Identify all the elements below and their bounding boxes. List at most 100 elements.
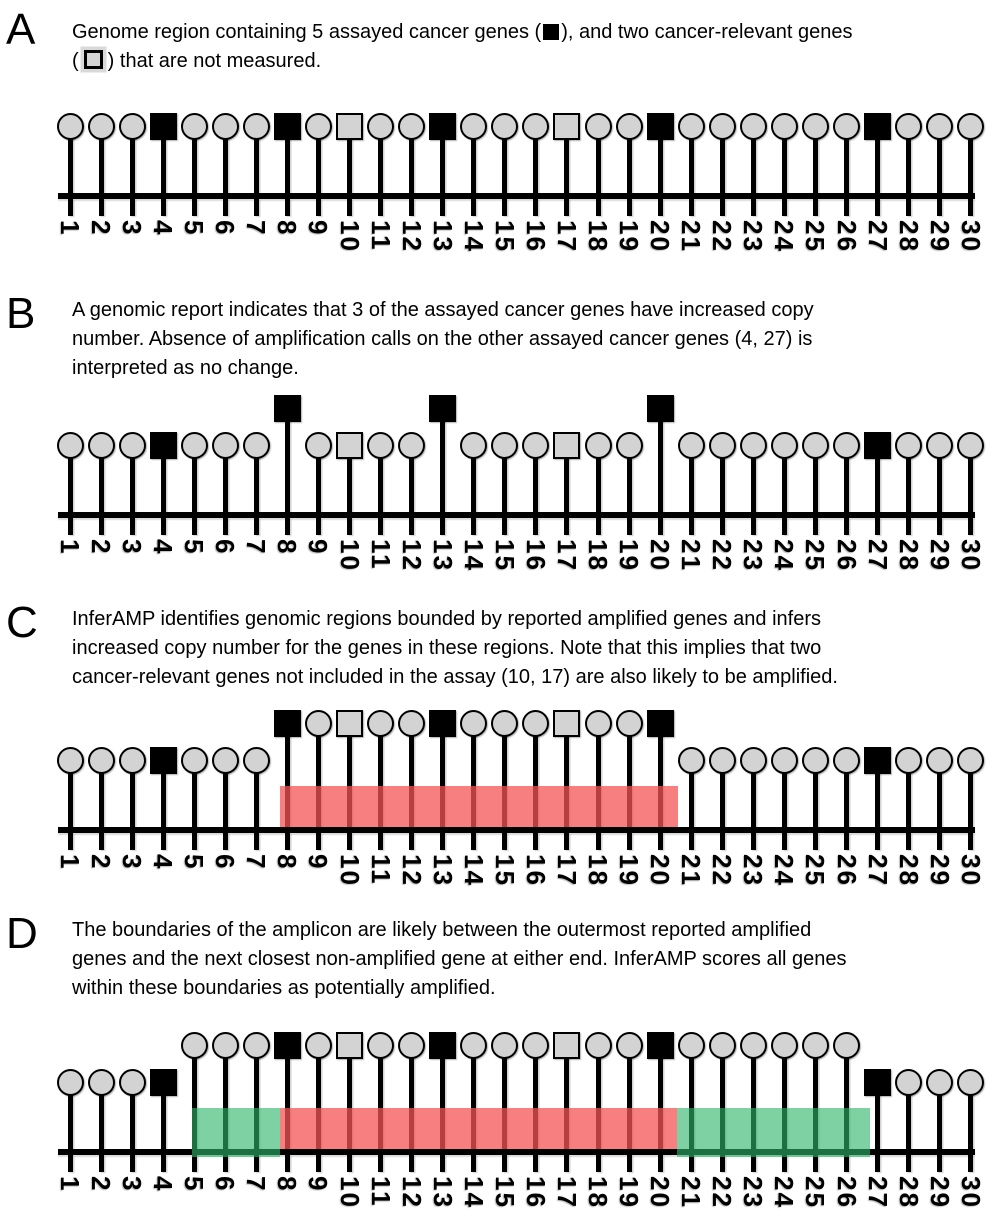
gene-stem: [875, 126, 881, 198]
gene-marker-assayed: [429, 709, 457, 737]
caption-text: (: [72, 50, 79, 72]
gene-stem: [315, 445, 321, 517]
gene-marker-circle: [801, 1031, 829, 1059]
gene-stem: [284, 1045, 290, 1154]
gene-marker-circle: [615, 1031, 643, 1059]
axis-tick: [409, 833, 415, 850]
gene-marker-circle: [242, 746, 270, 774]
axis-tick: [409, 518, 415, 535]
gene-number-label: 15: [489, 1176, 520, 1209]
caption-text: Genome region containing 5 assayed cance…: [72, 21, 542, 43]
gene-number-label: 1: [55, 854, 85, 871]
axis-tick: [222, 1155, 228, 1172]
axis-tick: [781, 1155, 787, 1172]
gene-stem: [315, 126, 321, 198]
gene-number-label: 4: [148, 539, 179, 556]
gene-marker-assayed: [273, 394, 301, 422]
axis-tick: [595, 199, 601, 216]
gene-number-label: 5: [179, 854, 210, 871]
gene-stem: [98, 445, 104, 517]
gene-marker-circle: [615, 431, 643, 459]
gene-number-label: 8: [272, 854, 303, 871]
axis-tick: [844, 1155, 849, 1172]
gene-marker-circle: [833, 1031, 860, 1059]
gene-number-label: 24: [769, 220, 800, 253]
axis-tick: [502, 1155, 508, 1172]
caption-text: ) that are not measured.: [107, 50, 322, 72]
gene-number-label: 22: [707, 854, 738, 887]
axis-tick: [315, 1155, 321, 1172]
caption-text: within these boundaries as potentially a…: [72, 977, 496, 999]
gene-stem: [129, 445, 135, 517]
caption-line: increased copy number for the genes in t…: [72, 634, 994, 663]
gene-number-label: 24: [769, 539, 800, 572]
gene-number-label: 26: [831, 539, 862, 572]
lollipop-chart: 1 2 3 4 5 6 7 8 9 10 11 12 13 14 15 16 17 18 19 20 21 22 23 24 2…: [0, 355, 1000, 589]
gene-stem: [595, 445, 601, 517]
gene-stem: [98, 1082, 104, 1154]
gene-marker-circle: [211, 112, 239, 140]
gene-stem: [378, 445, 384, 517]
axis-tick: [812, 833, 818, 850]
gene-number-label: 21: [676, 220, 707, 253]
gene-number-label: 27: [862, 1176, 893, 1209]
gene-stem: [906, 445, 912, 517]
gene-marker-circle: [801, 431, 829, 459]
caption-line: A genomic report indicates that 3 of the…: [72, 296, 994, 325]
axis-tick: [315, 833, 321, 850]
gene-stem: [937, 1082, 943, 1154]
gene-stem: [750, 126, 756, 198]
gene-number-label: 13: [427, 539, 458, 572]
gene-stem: [844, 445, 849, 517]
gene-stem: [564, 445, 570, 517]
genome-axis: [58, 512, 975, 518]
gene-number-label: 1: [55, 539, 85, 556]
gene-stem: [222, 126, 228, 198]
gene-number-label: 24: [769, 1176, 800, 1209]
gene-stem: [440, 408, 446, 517]
gray-square-icon: [83, 50, 103, 69]
gene-stem: [626, 126, 632, 198]
gene-marker-circle: [491, 431, 519, 459]
axis-tick: [222, 518, 228, 535]
genome-axis: [58, 827, 975, 833]
gene-number-label: 23: [738, 220, 769, 253]
gene-marker-circle: [211, 746, 239, 774]
gene-number-label: 25: [800, 854, 831, 887]
axis-tick: [253, 199, 259, 216]
gene-stem: [626, 445, 632, 517]
gene-number-label: 11: [365, 854, 396, 886]
lollipop-chart: 1 2 3 4 5 6 7 8 9 10 11 12 13 14 15 16 17 18 19 20 21 22 23 24 2…: [0, 670, 1000, 904]
gene-number-label: 11: [365, 220, 396, 252]
gene-number-label: 12: [396, 539, 427, 572]
gene-stem: [595, 1045, 601, 1154]
axis-tick: [812, 199, 818, 216]
genome-axis: [58, 1149, 975, 1155]
gene-marker-assayed: [646, 1031, 674, 1059]
gene-number-label: 9: [303, 220, 334, 237]
caption-line: ( ) that are not measured.: [72, 47, 994, 76]
gene-number-label: 17: [551, 1176, 582, 1209]
gene-marker-circle: [708, 112, 736, 140]
gene-marker-circle: [460, 709, 488, 737]
axis-tick: [129, 518, 135, 535]
caption-line: genes and the next closest non-amplified…: [72, 945, 994, 974]
gene-marker-assayed: [149, 1068, 177, 1096]
gene-stem: [440, 1045, 446, 1154]
gene-number-label: 22: [707, 1176, 738, 1209]
axis-tick: [471, 518, 477, 535]
gene-number-label: 29: [924, 220, 955, 253]
axis-tick: [844, 833, 849, 850]
axis-tick: [937, 1155, 943, 1172]
gene-number-label: 16: [520, 1176, 551, 1209]
gene-number-label: 16: [520, 854, 551, 887]
gene-marker-circle: [398, 112, 426, 140]
gene-marker-unmeasured: [336, 112, 364, 140]
gene-marker-circle: [895, 746, 923, 774]
axis-tick: [440, 833, 446, 850]
gene-stem: [129, 126, 135, 198]
axis-tick: [688, 199, 694, 216]
axis-tick: [253, 1155, 259, 1172]
gene-stem: [564, 126, 570, 198]
gene-stem: [626, 1045, 632, 1154]
